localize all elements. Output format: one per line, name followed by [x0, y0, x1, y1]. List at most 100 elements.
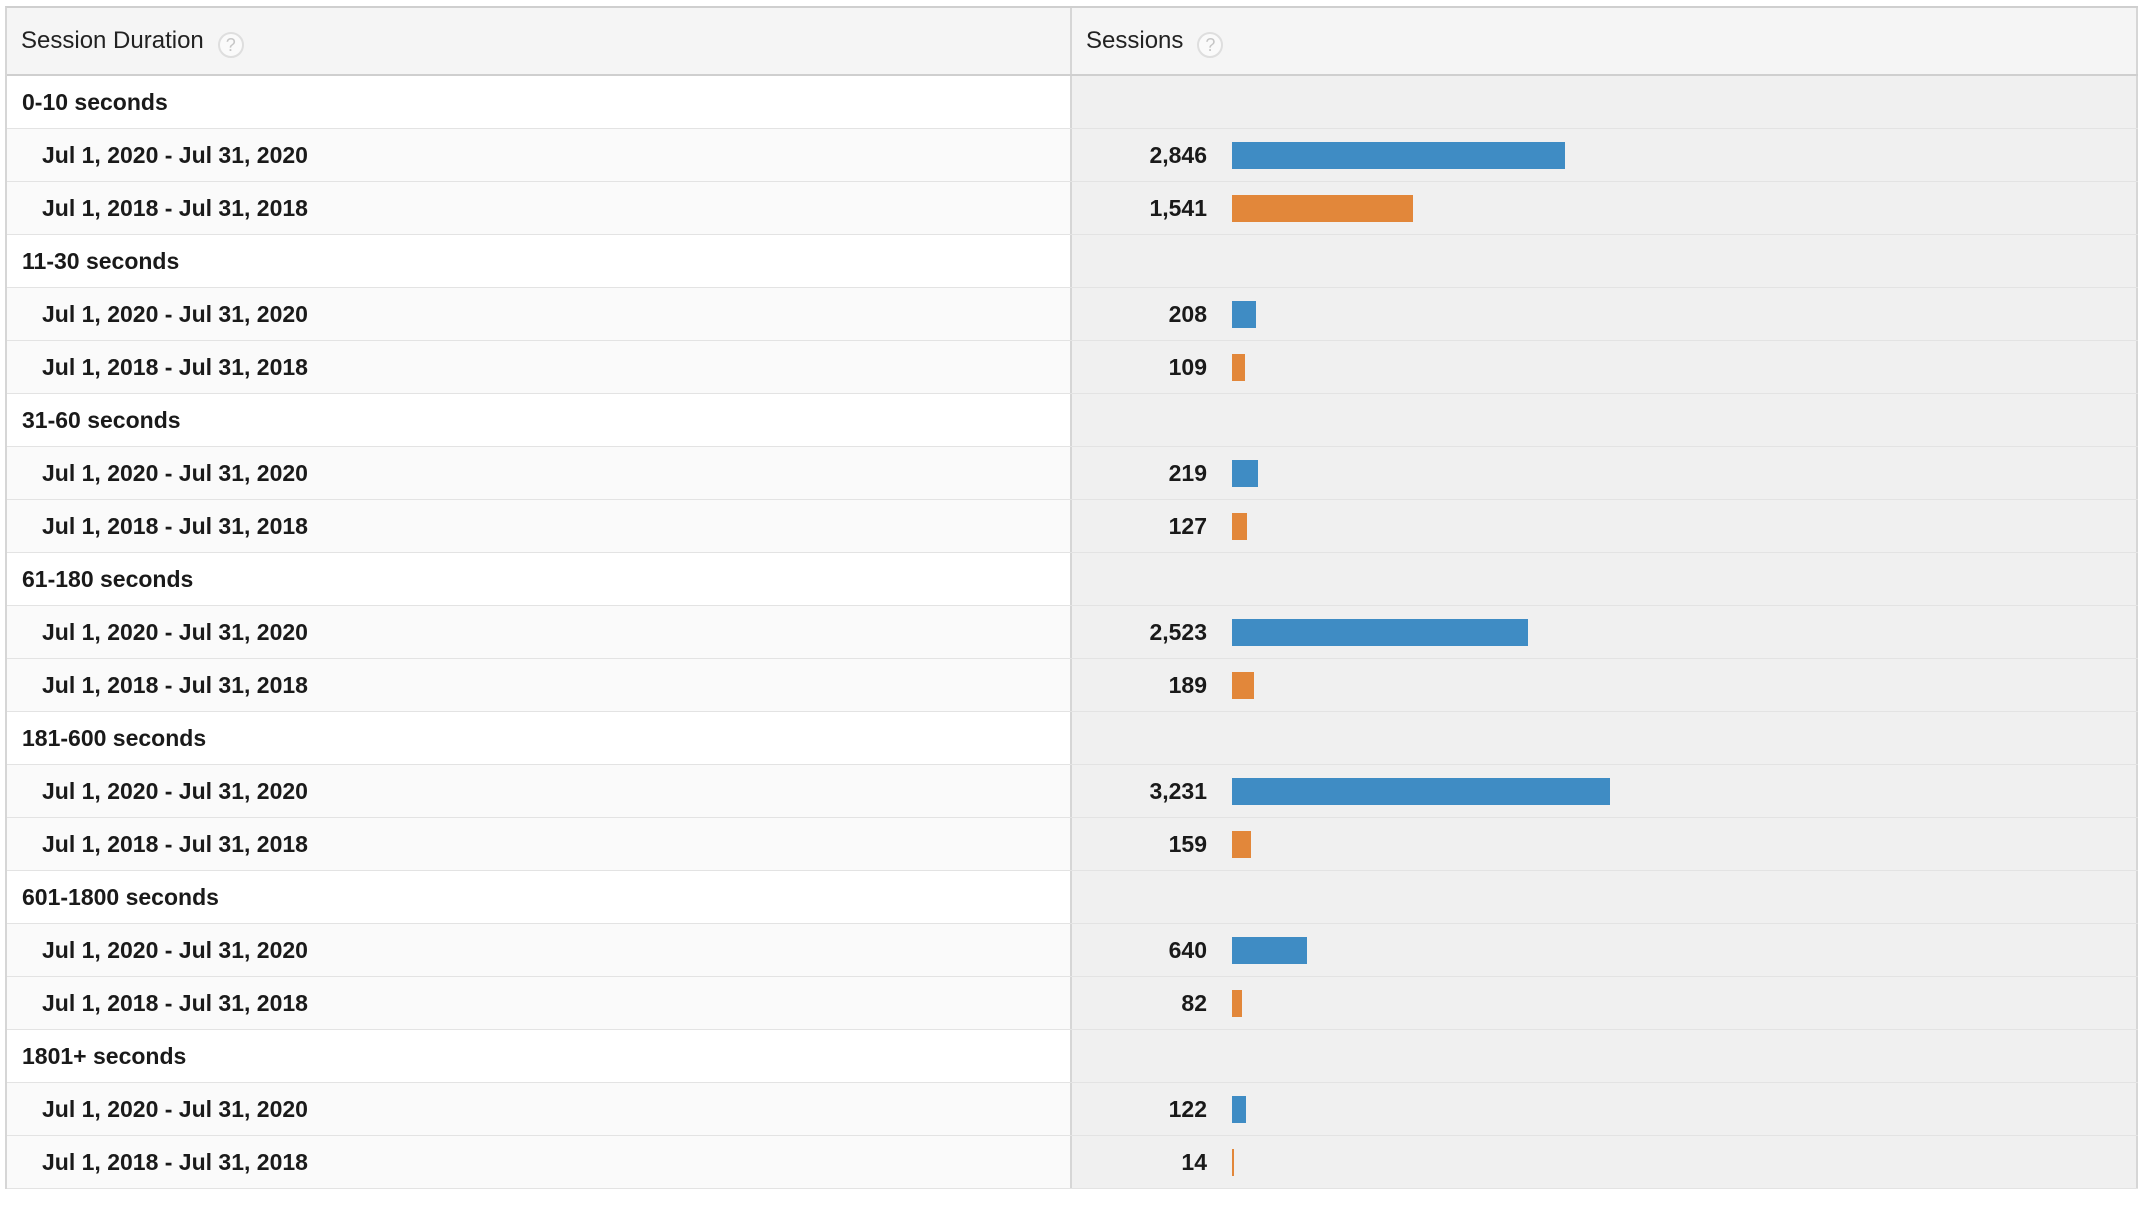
table-row: Jul 1, 2020 - Jul 31, 2020 2,846 [7, 129, 2138, 182]
sessions-cell [1072, 394, 2138, 446]
table-row: Jul 1, 2020 - Jul 31, 2020 2,523 [7, 606, 2138, 659]
sessions-cell: 208 [1072, 288, 2138, 340]
sessions-cell: 3,231 [1072, 765, 2138, 817]
sessions-value: 109 [1168, 353, 1207, 380]
table-row: Jul 1, 2020 - Jul 31, 2020 640 [7, 924, 2138, 977]
sessions-value: 2,523 [1149, 618, 1207, 645]
bar-2020 [1232, 142, 1565, 169]
table-row: Jul 1, 2020 - Jul 31, 2020 208 [7, 288, 2138, 341]
group-row: 181-600 seconds [7, 712, 2138, 765]
sessions-cell [1072, 712, 2138, 764]
sessions-cell: 2,523 [1072, 606, 2138, 658]
duration-bucket-label: 601-1800 seconds [7, 871, 1072, 923]
session-duration-report-table: Session Duration ? Sessions ? 0-10 secon… [5, 6, 2138, 1189]
help-icon[interactable]: ? [217, 32, 244, 58]
sessions-value: 127 [1168, 512, 1207, 539]
table-row: Jul 1, 2018 - Jul 31, 2018 14 [7, 1136, 2138, 1189]
date-range-label: Jul 1, 2018 - Jul 31, 2018 [7, 182, 1072, 234]
sessions-value: 82 [1181, 989, 1207, 1016]
sessions-cell: 14 [1072, 1136, 2138, 1188]
sessions-value: 122 [1168, 1095, 1207, 1122]
sessions-cell: 122 [1072, 1083, 2138, 1135]
table-body: 0-10 seconds Jul 1, 2020 - Jul 31, 2020 2,… [7, 76, 2138, 1189]
bar-2018 [1232, 354, 1245, 381]
column-header-label: Session Duration [21, 27, 204, 54]
table-row: Jul 1, 2018 - Jul 31, 2018 159 [7, 818, 2138, 871]
sessions-value: 189 [1168, 671, 1207, 698]
group-row: 61-180 seconds [7, 553, 2138, 606]
sessions-cell [1072, 235, 2138, 287]
date-range-label: Jul 1, 2020 - Jul 31, 2020 [7, 288, 1072, 340]
sessions-cell: 127 [1072, 500, 2138, 552]
table-row: Jul 1, 2018 - Jul 31, 2018 127 [7, 500, 2138, 553]
sessions-value: 640 [1168, 936, 1207, 963]
sessions-cell [1072, 553, 2138, 605]
sessions-value: 159 [1168, 830, 1207, 857]
sessions-value: 1,541 [1149, 194, 1207, 221]
date-range-label: Jul 1, 2020 - Jul 31, 2020 [7, 1083, 1072, 1135]
bar-2018 [1232, 513, 1247, 540]
duration-bucket-label: 61-180 seconds [7, 553, 1072, 605]
sessions-value: 14 [1181, 1148, 1207, 1175]
bar-2018 [1232, 990, 1242, 1017]
date-range-label: Jul 1, 2018 - Jul 31, 2018 [7, 341, 1072, 393]
sessions-cell [1072, 76, 2138, 128]
date-range-label: Jul 1, 2020 - Jul 31, 2020 [7, 447, 1072, 499]
group-row: 0-10 seconds [7, 76, 2138, 129]
duration-bucket-label: 181-600 seconds [7, 712, 1072, 764]
duration-bucket-label: 11-30 seconds [7, 235, 1072, 287]
column-header-session-duration[interactable]: Session Duration ? [7, 8, 1072, 74]
date-range-label: Jul 1, 2020 - Jul 31, 2020 [7, 924, 1072, 976]
sessions-value: 3,231 [1149, 777, 1207, 804]
sessions-value: 2,846 [1149, 141, 1207, 168]
sessions-cell: 82 [1072, 977, 2138, 1029]
column-header-label: Sessions [1086, 27, 1184, 54]
sessions-cell: 189 [1072, 659, 2138, 711]
bar-2020 [1232, 937, 1307, 964]
sessions-cell: 1,541 [1072, 182, 2138, 234]
table-row: Jul 1, 2020 - Jul 31, 2020 122 [7, 1083, 2138, 1136]
table-row: Jul 1, 2020 - Jul 31, 2020 219 [7, 447, 2138, 500]
date-range-label: Jul 1, 2020 - Jul 31, 2020 [7, 129, 1072, 181]
sessions-cell: 640 [1072, 924, 2138, 976]
table-row: Jul 1, 2018 - Jul 31, 2018 189 [7, 659, 2138, 712]
table-header: Session Duration ? Sessions ? [7, 8, 2138, 76]
duration-bucket-label: 31-60 seconds [7, 394, 1072, 446]
bar-2020 [1232, 778, 1610, 805]
group-row: 11-30 seconds [7, 235, 2138, 288]
sessions-cell [1072, 871, 2138, 923]
bar-2020 [1232, 1096, 1246, 1123]
table-row: Jul 1, 2018 - Jul 31, 2018 109 [7, 341, 2138, 394]
duration-bucket-label: 1801+ seconds [7, 1030, 1072, 1082]
sessions-cell: 159 [1072, 818, 2138, 870]
table-row: Jul 1, 2018 - Jul 31, 2018 1,541 [7, 182, 2138, 235]
sessions-cell: 2,846 [1072, 129, 2138, 181]
date-range-label: Jul 1, 2018 - Jul 31, 2018 [7, 977, 1072, 1029]
column-header-sessions[interactable]: Sessions ? [1072, 8, 2138, 74]
date-range-label: Jul 1, 2018 - Jul 31, 2018 [7, 1136, 1072, 1188]
date-range-label: Jul 1, 2018 - Jul 31, 2018 [7, 500, 1072, 552]
date-range-label: Jul 1, 2020 - Jul 31, 2020 [7, 765, 1072, 817]
bar-2020 [1232, 619, 1528, 646]
group-row: 1801+ seconds [7, 1030, 2138, 1083]
date-range-label: Jul 1, 2020 - Jul 31, 2020 [7, 606, 1072, 658]
help-icon[interactable]: ? [1197, 32, 1224, 58]
sessions-value: 208 [1168, 300, 1207, 327]
sessions-cell [1072, 1030, 2138, 1082]
table-row: Jul 1, 2018 - Jul 31, 2018 82 [7, 977, 2138, 1030]
sessions-value: 219 [1168, 459, 1207, 486]
date-range-label: Jul 1, 2018 - Jul 31, 2018 [7, 659, 1072, 711]
table-row: Jul 1, 2020 - Jul 31, 2020 3,231 [7, 765, 2138, 818]
bar-2018 [1232, 1149, 1234, 1176]
bar-2020 [1232, 301, 1256, 328]
sessions-cell: 109 [1072, 341, 2138, 393]
date-range-label: Jul 1, 2018 - Jul 31, 2018 [7, 818, 1072, 870]
sessions-cell: 219 [1072, 447, 2138, 499]
bar-2018 [1232, 672, 1254, 699]
group-row: 31-60 seconds [7, 394, 2138, 447]
bar-2018 [1232, 195, 1413, 222]
bar-2018 [1232, 831, 1251, 858]
group-row: 601-1800 seconds [7, 871, 2138, 924]
duration-bucket-label: 0-10 seconds [7, 76, 1072, 128]
bar-2020 [1232, 460, 1258, 487]
